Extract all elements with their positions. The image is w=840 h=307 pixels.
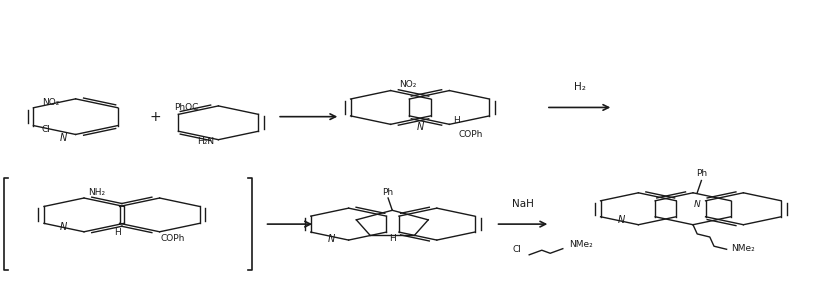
Text: N: N	[618, 215, 625, 225]
Text: H: H	[454, 116, 460, 125]
Text: +: +	[150, 110, 161, 124]
Text: N: N	[694, 200, 701, 209]
Text: COPh: COPh	[458, 130, 483, 139]
Text: NMe₂: NMe₂	[731, 244, 754, 253]
Text: N: N	[328, 234, 335, 244]
Text: COPh: COPh	[160, 234, 185, 243]
Text: Cl: Cl	[42, 125, 50, 134]
Text: NaH: NaH	[512, 199, 534, 209]
Text: N: N	[60, 133, 67, 143]
Text: Ph: Ph	[382, 188, 394, 197]
Text: H₂N: H₂N	[197, 137, 214, 146]
Text: H: H	[114, 228, 121, 237]
Text: N: N	[60, 222, 67, 232]
Text: NO₂: NO₂	[42, 98, 59, 107]
Text: Ph: Ph	[696, 169, 707, 178]
Text: N: N	[417, 122, 423, 133]
Text: NMe₂: NMe₂	[570, 240, 593, 249]
Text: NO₂: NO₂	[399, 80, 417, 90]
Text: PhOC: PhOC	[174, 103, 198, 112]
Text: H: H	[389, 234, 396, 243]
Text: H₂: H₂	[574, 82, 585, 92]
Text: NH₂: NH₂	[88, 188, 105, 197]
Text: Cl: Cl	[512, 245, 521, 254]
